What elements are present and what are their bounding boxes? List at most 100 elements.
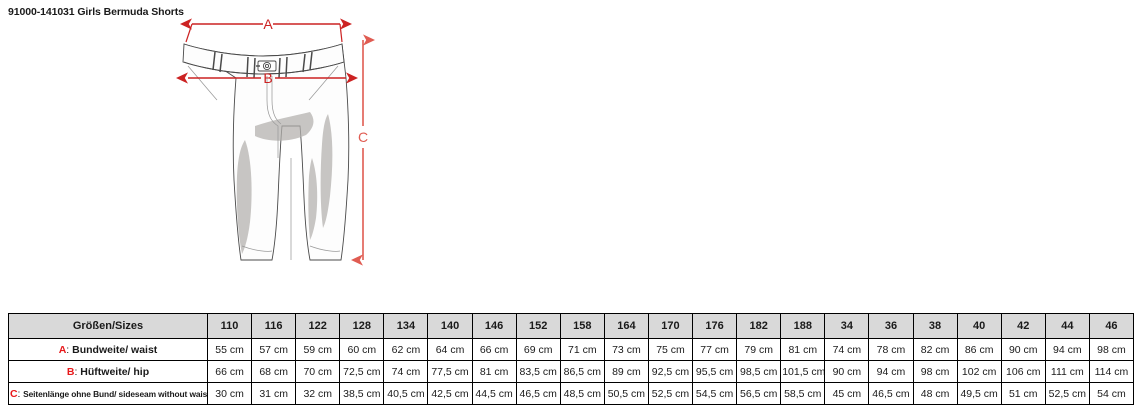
table-row: A: Bundweite/ waist 55 cm 57 cm 59 cm 60 cm 6… [8, 338, 1135, 361]
table-cell: 32 cm [295, 382, 341, 405]
table-cell: 81 cm [471, 360, 517, 383]
shorts-shading [236, 112, 333, 254]
table-cell: 58,5 cm [780, 382, 826, 405]
table-cell: 48,5 cm [559, 382, 605, 405]
table-header-size: 40 [956, 313, 1002, 339]
table-cell: 68 cm [251, 360, 297, 383]
table-cell: 51 cm [1000, 382, 1046, 405]
table-header-size: 146 [471, 313, 517, 339]
table-header-size: 158 [559, 313, 605, 339]
table-cell: 86 cm [956, 338, 1002, 361]
table-header-size: 116 [251, 313, 297, 339]
table-cell: 64 cm [427, 338, 473, 361]
table-header-size: 110 [206, 313, 253, 339]
table-row-label: C: Seitenlänge ohne Bund/ sideseam witho… [8, 382, 208, 405]
size-table: Größen/Sizes 110 116 122 128 134 140 146 152 158… [8, 313, 1135, 405]
size-table-container: Größen/Sizes 110 116 122 128 134 140 146 152 158… [8, 313, 1135, 405]
table-cell: 66 cm [206, 360, 253, 383]
table-cell: 56,5 cm [736, 382, 782, 405]
table-cell: 98 cm [912, 360, 958, 383]
table-row: B: Hüftweite/ hip 66 cm 68 cm 70 cm 72,5 cm 7… [8, 360, 1135, 383]
table-cell: 49,5 cm [956, 382, 1002, 405]
table-cell: 77 cm [692, 338, 738, 361]
table-cell: 45 cm [824, 382, 870, 405]
table-header-size: 164 [603, 313, 649, 339]
table-cell: 81 cm [780, 338, 826, 361]
table-header-size: 128 [339, 313, 385, 339]
table-cell: 75 cm [647, 338, 694, 361]
table-header-size: 44 [1044, 313, 1090, 339]
table-cell: 30 cm [206, 382, 253, 405]
measure-letter: B [66, 365, 75, 378]
table-header-size: 34 [824, 313, 870, 339]
table-header-size: 122 [295, 313, 341, 339]
table-cell: 42,5 cm [427, 382, 473, 405]
shorts-details [187, 65, 341, 260]
table-cell: 70 cm [295, 360, 341, 383]
page-title: 91000-141031 Girls Bermuda Shorts [8, 6, 184, 18]
table-cell: 59 cm [295, 338, 341, 361]
measure-label-b: B [263, 70, 272, 86]
table-cell: 83,5 cm [515, 360, 561, 383]
table-row-label: A: Bundweite/ waist [8, 338, 208, 361]
measure-description: Hüftweite/ hip [80, 365, 150, 378]
table-cell: 90 cm [824, 360, 870, 383]
table-header-size: 170 [647, 313, 694, 339]
table-cell: 44,5 cm [471, 382, 517, 405]
table-cell: 92,5 cm [647, 360, 694, 383]
table-header-size: 46 [1088, 313, 1135, 339]
table-cell: 79 cm [736, 338, 782, 361]
table-cell: 102 cm [956, 360, 1002, 383]
table-cell: 52,5 cm [1044, 382, 1090, 405]
table-header-size: 36 [868, 313, 914, 339]
table-header-size: 188 [780, 313, 826, 339]
table-cell: 101,5 cm [780, 360, 826, 383]
table-cell: 86,5 cm [559, 360, 605, 383]
measure-description: Seitenlänge ohne Bund/ sideseam without … [23, 388, 208, 399]
table-cell: 60 cm [339, 338, 385, 361]
table-cell: 82 cm [912, 338, 958, 361]
table-header-size: 176 [692, 313, 738, 339]
table-cell: 50,5 cm [603, 382, 649, 405]
table-cell: 66 cm [471, 338, 517, 361]
measure-letter: C [10, 387, 18, 400]
table-header-row: Größen/Sizes 110 116 122 128 134 140 146 152 158… [8, 313, 1135, 339]
table-cell: 38,5 cm [339, 382, 385, 405]
table-cell: 54 cm [1088, 382, 1135, 405]
measure-letter: A [58, 343, 67, 356]
measure-description: Bundweite/ waist [72, 343, 158, 356]
table-cell: 72,5 cm [339, 360, 385, 383]
table-cell: 73 cm [603, 338, 649, 361]
table-cell: 62 cm [383, 338, 429, 361]
measure-label-c: C [358, 129, 368, 145]
table-cell: 95,5 cm [692, 360, 738, 383]
table-cell: 106 cm [1000, 360, 1046, 383]
table-header-size: 182 [736, 313, 782, 339]
table-row: C: Seitenlänge ohne Bund/ sideseam witho… [8, 382, 1135, 405]
waistband-detail [182, 43, 345, 79]
table-header-size: 42 [1000, 313, 1046, 339]
table-cell: 55 cm [206, 338, 253, 361]
table-cell: 89 cm [603, 360, 649, 383]
table-cell: 48 cm [912, 382, 958, 405]
table-cell: 57 cm [251, 338, 297, 361]
table-cell: 46,5 cm [515, 382, 561, 405]
table-cell: 78 cm [868, 338, 914, 361]
table-row-label: B: Hüftweite/ hip [8, 360, 208, 383]
table-cell: 52,5 cm [647, 382, 694, 405]
table-cell: 77,5 cm [427, 360, 473, 383]
measure-label-a: A [263, 16, 273, 32]
table-cell: 114 cm [1088, 360, 1135, 383]
table-header-size: 152 [515, 313, 561, 339]
table-cell: 46,5 cm [868, 382, 914, 405]
table-cell: 98 cm [1088, 338, 1135, 361]
table-cell: 94 cm [868, 360, 914, 383]
product-technical-drawing: A B C [160, 8, 420, 298]
table-cell: 71 cm [559, 338, 605, 361]
table-cell: 40,5 cm [383, 382, 429, 405]
table-cell: 90 cm [1000, 338, 1046, 361]
table-cell: 74 cm [824, 338, 870, 361]
measure-arrow-a [180, 18, 352, 43]
table-cell: 31 cm [251, 382, 297, 405]
table-cell: 111 cm [1044, 360, 1090, 383]
